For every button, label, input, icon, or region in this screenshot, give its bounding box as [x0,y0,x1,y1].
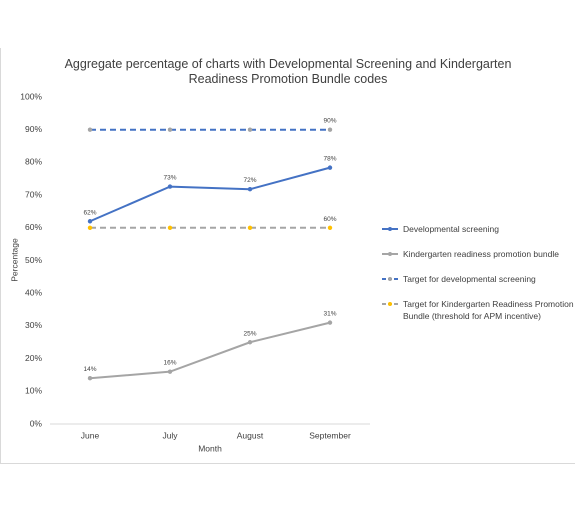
legend-entry: Kindergarten readiness promotion bundle [381,248,576,260]
point-marker [87,127,93,132]
point-marker [87,376,93,381]
data-label: 14% [83,366,96,373]
data-label: 72% [243,177,256,184]
data-label: 25% [243,330,256,337]
y-tick-label: 40% [25,287,42,297]
y-tick-label: 10% [25,386,42,396]
x-tick-label: September [309,430,351,440]
data-label: 16% [163,360,176,367]
y-tick-label: 70% [25,189,42,199]
chart-frame [0,48,575,464]
legend-label: Target for developmental screening [403,274,536,284]
y-axis-label: Percentage [9,238,19,282]
legend-marker [388,277,392,281]
data-label: 73% [163,175,176,182]
x-tick-label: July [162,430,178,440]
x-tick-label: August [237,430,264,440]
legend-marker [388,252,392,256]
point-marker [167,369,173,374]
chart-title: Aggregate percentage of charts with Deve… [64,57,512,86]
y-tick-label: 60% [25,222,42,232]
legend-entry: Target for developmental screening [381,273,576,285]
point-marker [167,184,173,189]
legend-entry: Developmental screening [381,223,576,235]
legend-label: Kindergarten readiness promotion bundle [403,249,559,259]
point-marker [87,219,93,224]
data-label: 90% [323,118,336,125]
x-axis-label: Month [198,443,222,453]
point-marker [327,320,333,325]
y-tick-label: 50% [25,255,42,265]
legend-marker [388,227,392,231]
legend-label: Developmental screening [403,224,499,234]
x-tick-label: June [81,430,100,440]
point-marker [327,165,333,170]
point-marker [167,225,173,230]
legend-icon [382,252,398,256]
point-marker [167,127,173,132]
point-marker [327,225,333,230]
y-tick-label: 80% [25,157,42,167]
data-label: 60% [323,216,336,223]
y-tick-label: 100% [20,91,42,101]
series-line [89,321,331,380]
legend-marker [388,302,392,306]
y-tick-label: 30% [25,320,42,330]
legend-entry: Target for Kindergarten Readiness Promot… [381,298,576,322]
point-marker [87,225,93,230]
legend-icon [382,277,398,281]
y-tick-label: 0% [30,418,43,428]
data-label: 62% [83,209,96,216]
point-marker [247,127,253,132]
point-marker [247,340,253,345]
legend: Developmental screening Kindergarten read… [381,223,576,335]
point-marker [327,127,333,132]
legend-icon [382,302,398,306]
y-tick-label: 20% [25,353,42,363]
data-label: 31% [323,311,336,318]
point-marker [247,187,253,192]
y-tick-label: 90% [25,124,42,134]
legend-label: Target for Kindergarten Readiness Promot… [403,299,574,321]
series-line [89,166,331,223]
legend-icon [382,227,398,231]
point-marker [247,225,253,230]
data-label: 78% [323,156,336,163]
